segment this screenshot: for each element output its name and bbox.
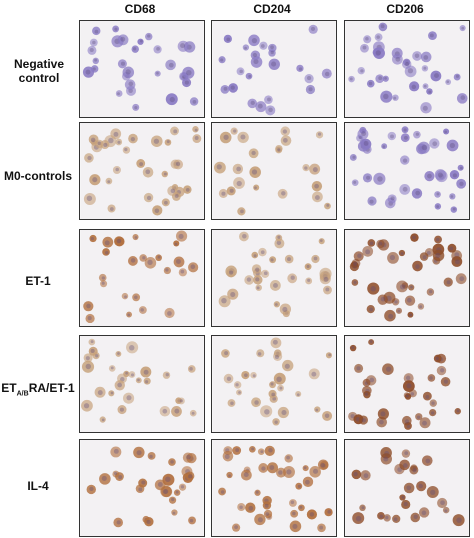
micrograph-r4-cd204 [211,335,337,433]
row-label-part-post: RA/ET-1 [28,381,75,395]
row-label-eta-b-ra-et-1: ETA/BRA/ET-1 [0,381,76,401]
micrograph-r5-cd68 [79,439,205,537]
micrograph-r1-cd206 [344,20,470,118]
micrograph-r5-cd204 [211,439,337,537]
micrograph-r4-cd68 [79,335,205,433]
micrograph-r3-cd206 [344,229,470,327]
row-label-part-sub: A/B [16,390,29,398]
row-label-et-1: ET-1 [25,274,51,288]
micrograph-r1-cd68 [79,20,205,118]
row-label-m0-controls: M0-controls [3,169,72,183]
column-header-cd206: CD206 [386,2,424,16]
micrograph-r1-cd204 [211,20,337,118]
micrograph-r2-cd206 [344,122,470,220]
row-label-il-4: IL-4 [27,479,49,493]
column-header-cd204: CD204 [253,2,291,16]
micrograph-r2-cd204 [211,122,337,220]
micrograph-r3-cd68 [79,229,205,327]
micrograph-r3-cd204 [211,229,337,327]
column-header-cd68: CD68 [124,2,156,16]
micrograph-r4-cd206 [344,335,470,433]
micrograph-r5-cd206 [344,439,470,537]
micrograph-r2-cd68 [79,122,205,220]
row-label-negative-control: Negative control [13,57,65,85]
row-label-part-pre: ET [1,381,17,395]
